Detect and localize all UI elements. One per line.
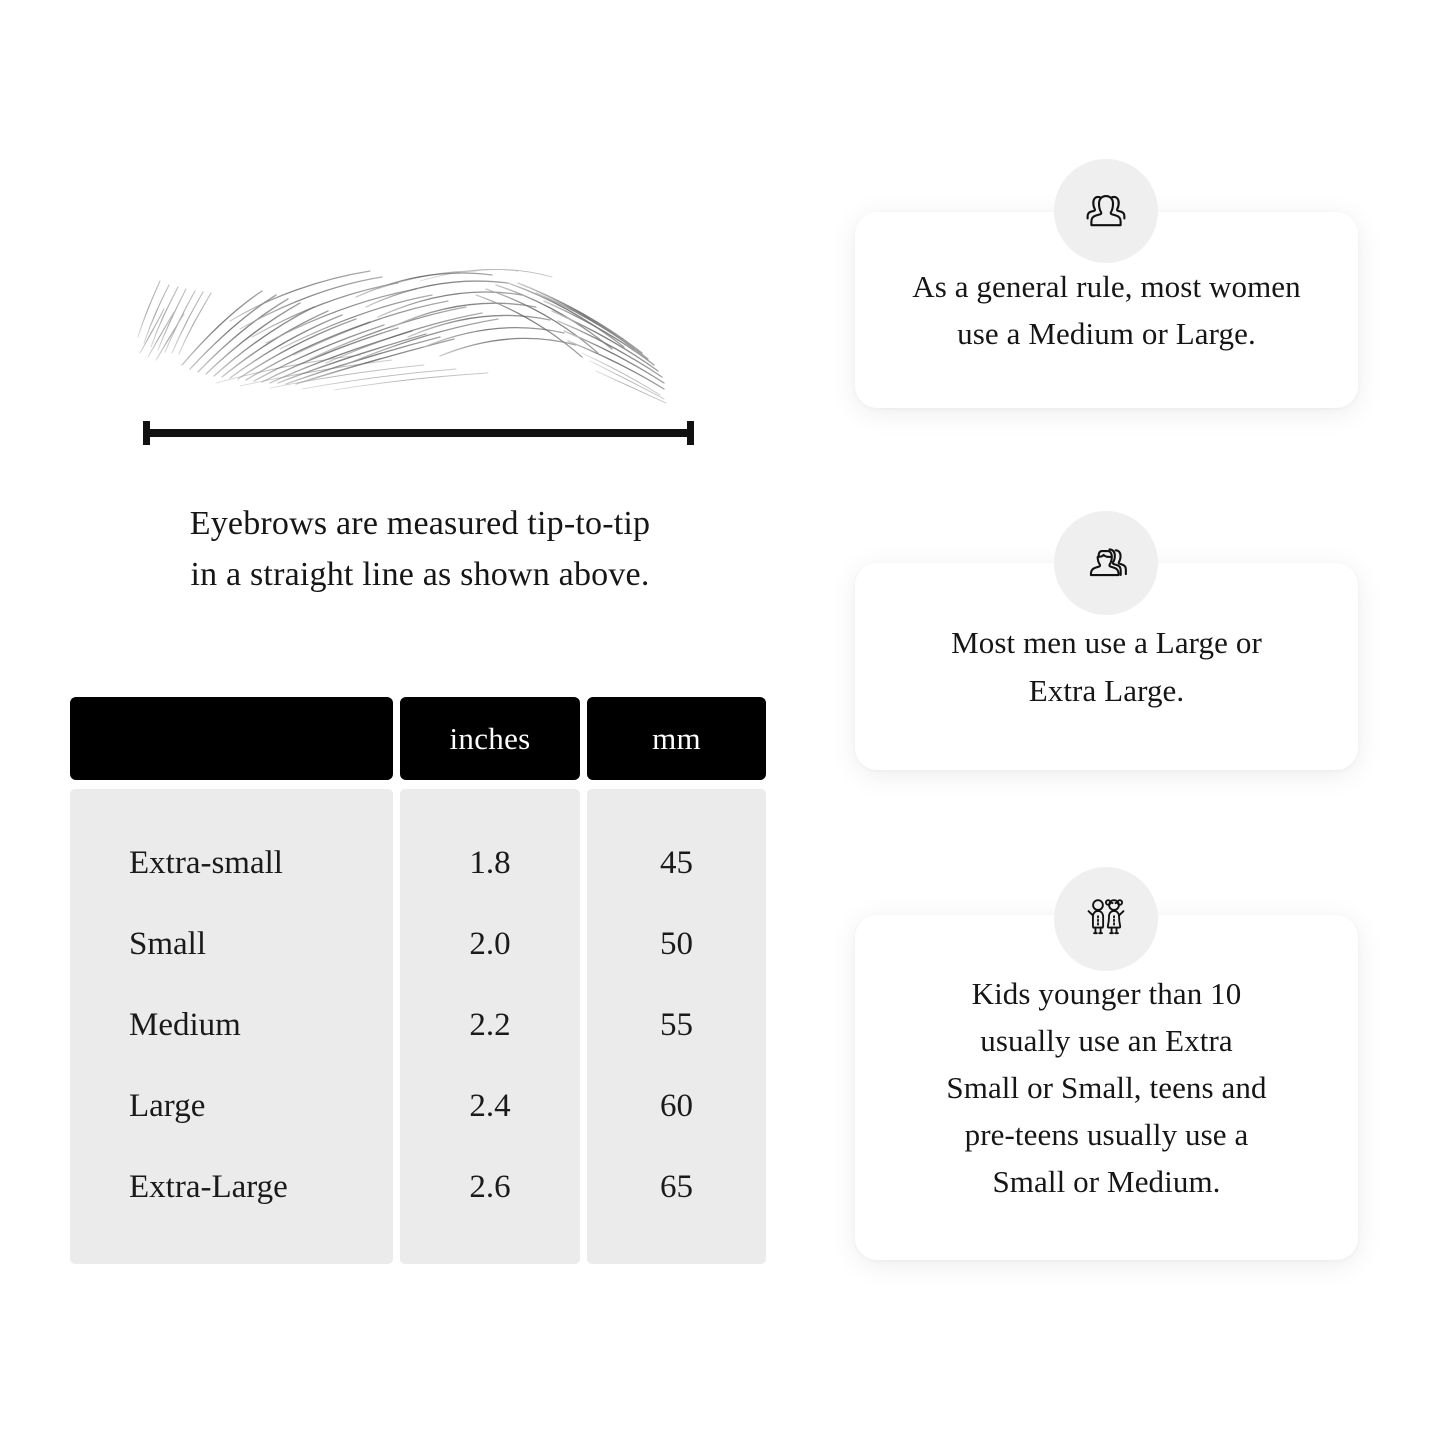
card-line: use a Medium or Large. bbox=[957, 316, 1256, 351]
guidance-card-kids-text: Kids younger than 10 usually use an Extr… bbox=[946, 970, 1266, 1206]
figure-and-table-column: Eyebrows are measured tip-to-tip in a st… bbox=[70, 225, 770, 1264]
table-row: Extra-small bbox=[129, 845, 283, 881]
size-table: inches mm Extra-small Small Medium Large… bbox=[70, 697, 766, 1264]
table-row: Large bbox=[129, 1088, 206, 1124]
caption-line-1: Eyebrows are measured tip-to-tip bbox=[189, 505, 651, 542]
table-row: 45 bbox=[660, 845, 693, 881]
card-line: Most men use a Large or bbox=[951, 625, 1262, 661]
table-row: 2.6 bbox=[469, 1169, 511, 1205]
card-line: Kids younger than 10 bbox=[971, 975, 1242, 1011]
table-row: 55 bbox=[660, 1007, 693, 1043]
column-header-size bbox=[70, 697, 393, 780]
table-row: Medium bbox=[129, 1007, 241, 1043]
men-group-icon bbox=[1054, 511, 1158, 615]
table-row: 65 bbox=[660, 1169, 693, 1205]
card-line: pre-teens usually use a bbox=[964, 1117, 1249, 1153]
card-line: Extra Large. bbox=[1028, 672, 1185, 708]
guidance-card-men: Most men use a Large or Extra Large. bbox=[855, 563, 1358, 770]
guidance-card-men-text: Most men use a Large or Extra Large. bbox=[951, 619, 1262, 713]
table-row: 60 bbox=[660, 1088, 693, 1124]
eyebrow-hair-illustration bbox=[120, 225, 720, 405]
guidance-card-women-text: As a general rule, most women use a Medi… bbox=[912, 263, 1301, 357]
women-group-icon bbox=[1054, 159, 1158, 263]
table-column-mm: 45 50 55 60 65 bbox=[587, 789, 766, 1264]
tip-to-tip-measurement-bar bbox=[143, 418, 694, 448]
caption-line-2: in a straight line as shown above. bbox=[190, 556, 650, 593]
table-column-inches: 1.8 2.0 2.2 2.4 2.6 bbox=[400, 789, 580, 1264]
table-row: Extra-Large bbox=[129, 1169, 288, 1205]
column-header-inches: inches bbox=[400, 697, 580, 780]
children-pair-icon bbox=[1054, 867, 1158, 971]
table-header-row: inches mm bbox=[70, 697, 766, 780]
guidance-cards-column: As a general rule, most women use a Medi… bbox=[855, 0, 1358, 1445]
column-header-mm: mm bbox=[587, 697, 766, 780]
table-row: 2.0 bbox=[469, 926, 511, 962]
table-row: 50 bbox=[660, 926, 693, 962]
card-line: As a general rule, most women bbox=[912, 268, 1301, 304]
table-row: 2.4 bbox=[469, 1088, 511, 1124]
table-row: 2.2 bbox=[469, 1007, 511, 1043]
figure-caption: Eyebrows are measured tip-to-tip in a st… bbox=[70, 498, 770, 600]
card-line: Small or Medium. bbox=[992, 1164, 1221, 1200]
table-body: Extra-small Small Medium Large Extra-Lar… bbox=[70, 789, 766, 1264]
card-line: Small or Small, teens and bbox=[946, 1069, 1267, 1105]
card-line: usually use an Extra bbox=[980, 1022, 1233, 1058]
table-row: 1.8 bbox=[469, 845, 511, 881]
guidance-card-kids: Kids younger than 10 usually use an Extr… bbox=[855, 915, 1358, 1260]
table-column-size: Extra-small Small Medium Large Extra-Lar… bbox=[70, 789, 393, 1264]
table-row: Small bbox=[129, 926, 207, 962]
